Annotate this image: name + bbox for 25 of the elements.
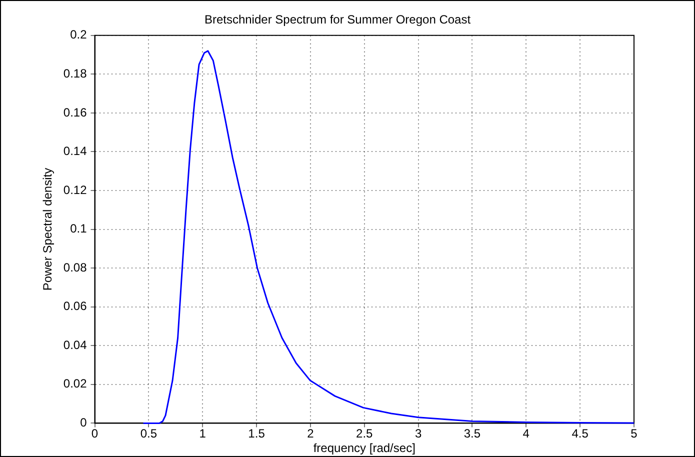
y-tick-label: 0.16 xyxy=(63,105,88,120)
y-axis-title: Power Spectral density xyxy=(40,168,55,291)
x-tick-label: 4 xyxy=(522,426,530,441)
x-tick-label: 0.5 xyxy=(140,426,158,441)
chart-title: Bretschnider Spectrum for Summer Oregon Coast xyxy=(204,12,472,27)
y-tick-label: 0 xyxy=(80,416,88,430)
x-tick-label: 1 xyxy=(199,426,206,441)
y-tick-label: 0.02 xyxy=(63,376,88,391)
x-axis-title: frequency [rad/sec] xyxy=(313,441,416,456)
x-tick-label: 3.5 xyxy=(464,426,481,441)
x-tick-label: 1.5 xyxy=(248,426,266,441)
y-tick-label: 0.14 xyxy=(63,144,88,158)
x-tick-label: 0 xyxy=(91,426,98,441)
y-tick-label: 0.08 xyxy=(63,260,88,274)
y-tick-label: 0.1 xyxy=(70,222,88,236)
y-tick-label: 0.18 xyxy=(63,66,88,80)
y-tick-label: 0.06 xyxy=(63,299,88,314)
x-tick-label: 2 xyxy=(307,426,314,441)
x-tick-label: 5 xyxy=(630,426,638,441)
x-tick-label: 4.5 xyxy=(572,426,589,441)
y-tick-label: 0.12 xyxy=(63,182,88,197)
y-tick-label: 0.2 xyxy=(70,28,88,42)
x-tick-label: 3 xyxy=(414,426,422,441)
x-tick-label: 2.5 xyxy=(356,426,374,441)
y-tick-label: 0.04 xyxy=(63,338,88,352)
